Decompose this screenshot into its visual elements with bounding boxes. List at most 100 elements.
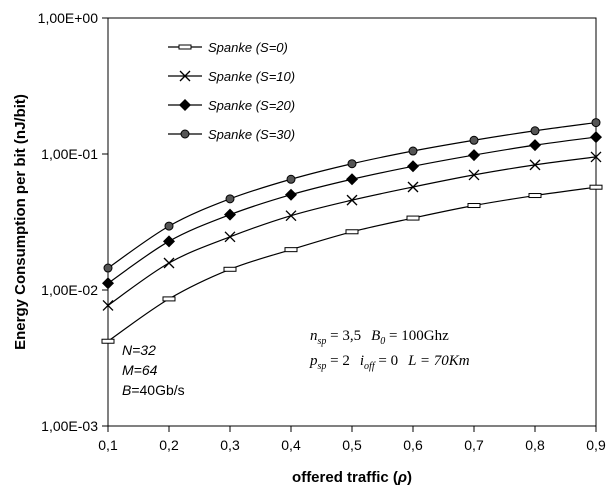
data-point-marker (163, 257, 175, 269)
y-axis-ticks: 1,00E+00 1,00E-01 1,00E-02 1,00E-03 (38, 10, 108, 434)
y-tick-label: 1,00E-03 (41, 418, 98, 434)
parameter-annotation: N=32 M=64 B=40Gb/s (122, 342, 185, 398)
series-0 (101, 184, 603, 344)
nsp-val: = 3,5 (326, 328, 361, 344)
formula-line-1: nsp = 3,5 B0 = 100Ghz (310, 328, 449, 347)
y-tick-label: 1,00E-01 (41, 146, 98, 162)
ioff-val: = 0 (375, 353, 398, 369)
legend-entry-3: Spanke (S=30) (168, 127, 295, 142)
data-point-marker (408, 146, 418, 156)
param-b-value: =40Gb/s (131, 382, 184, 398)
data-point-marker (347, 159, 357, 169)
b0-val: = 100Ghz (385, 328, 449, 344)
series-3 (103, 118, 601, 273)
data-point-marker (224, 208, 236, 221)
legend-label: Spanke (S=0) (208, 40, 288, 55)
y-tick-label: 1,00E-02 (41, 282, 98, 298)
y-axis-title: Energy Consumption per bit (nJ/bit) (12, 94, 29, 350)
x-tick-label: 0,8 (525, 437, 545, 453)
data-point-marker (467, 203, 481, 209)
data-point-marker (180, 129, 190, 139)
marker-stroke (590, 151, 602, 163)
data-point-marker (589, 184, 603, 190)
series-1 (102, 151, 602, 311)
marker-stroke (224, 231, 236, 243)
data-point-marker (406, 215, 420, 221)
param-n: N=32 (122, 342, 156, 358)
data-point-marker (530, 126, 540, 136)
data-point-marker (345, 229, 359, 235)
data-point-marker (529, 139, 541, 152)
param-m: M=64 (122, 362, 158, 378)
data-point-marker (225, 194, 235, 204)
formula-annotation: n sp = 3,5 B0 = 100Ghz psp = 2 ioff = 0 L = … (309, 328, 470, 372)
param-b: B=40Gb/s (122, 382, 185, 398)
y-tick-label: 1,00E+00 (38, 10, 99, 26)
psp-val: = 2 (326, 353, 349, 369)
x-tick-label: 0,1 (98, 437, 118, 453)
data-point-marker (223, 266, 237, 272)
series-layer (101, 118, 603, 344)
data-point-marker (529, 159, 541, 171)
data-point-marker (103, 263, 113, 273)
psp-sub: sp (318, 361, 327, 372)
marker-stroke (102, 299, 114, 311)
x-tick-label: 0,7 (464, 437, 484, 453)
series-2 (102, 131, 602, 290)
marker-stroke (163, 257, 175, 269)
data-point-marker (346, 173, 358, 186)
x-axis-title-main: offered traffic ( (292, 469, 398, 486)
data-point-marker (591, 118, 601, 128)
data-point-marker (102, 299, 114, 311)
x-tick-label: 0,6 (403, 437, 423, 453)
plot-area (107, 17, 597, 427)
data-point-marker (468, 169, 480, 181)
legend-label: Spanke (S=10) (208, 69, 295, 84)
x-tick-label: 0,9 (586, 437, 606, 453)
data-point-marker (224, 231, 236, 243)
series-line (107, 156, 597, 306)
marker-stroke (179, 70, 191, 82)
marker-stroke (407, 181, 419, 193)
data-point-marker (285, 188, 297, 201)
data-point-marker (590, 131, 602, 144)
x-tick-label: 0,3 (220, 437, 240, 453)
data-point-marker (101, 338, 115, 344)
x-axis-ticks: 0,1 0,2 0,3 0,4 0,5 0,6 0,7 0,8 0,9 (98, 426, 606, 453)
legend-entry-2: Spanke (S=20) (168, 98, 295, 113)
x-tick-label: 0,4 (281, 437, 301, 453)
marker-stroke (285, 210, 297, 222)
l-text: L = 70Km (407, 353, 470, 369)
data-point-marker (163, 235, 175, 248)
legend: Spanke (S=0) Spanke (S=10) Spanke (S=20) Sp… (168, 40, 295, 142)
marker-stroke (346, 194, 358, 206)
x-axis-title-close: ) (407, 469, 412, 486)
data-point-marker (179, 70, 191, 82)
data-point-marker (102, 277, 114, 290)
ioff-var: i (360, 353, 364, 369)
data-point-marker (528, 193, 542, 199)
data-point-marker (407, 181, 419, 193)
x-axis-title-symbol: ρ (397, 469, 407, 486)
b0-sub: 0 (380, 336, 385, 347)
legend-entry-1: Spanke (S=10) (168, 69, 295, 84)
formula-line-2: psp = 2 ioff = 0 L = 70Km (309, 353, 470, 372)
data-point-marker (164, 221, 174, 231)
b0-var: B (371, 328, 380, 344)
data-point-marker (407, 160, 419, 173)
nsp-var: n (310, 328, 318, 344)
psp-var: p (309, 353, 318, 369)
x-axis-title: offered traffic (ρ) (292, 469, 412, 486)
data-point-marker (178, 44, 192, 50)
data-point-marker (286, 174, 296, 184)
ioff-sub: off (364, 361, 376, 372)
data-point-marker (468, 149, 480, 162)
data-point-marker (284, 247, 298, 253)
marker-stroke (468, 169, 480, 181)
data-point-marker (469, 135, 479, 145)
param-b-symbol: B (122, 382, 131, 398)
data-point-marker (162, 296, 176, 302)
marker-stroke (529, 159, 541, 171)
data-point-marker (346, 194, 358, 206)
